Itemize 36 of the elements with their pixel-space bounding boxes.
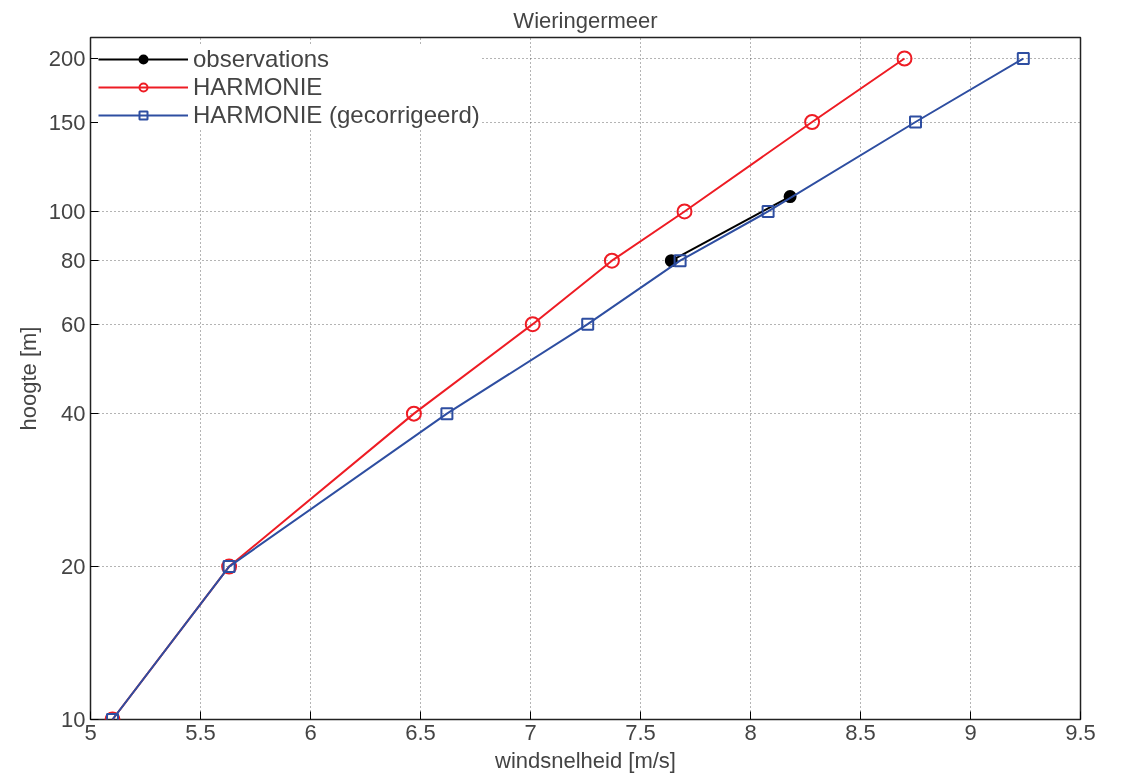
x-tick-label: 8.5: [845, 719, 876, 745]
x-axis-title: windsnelheid [m/s]: [494, 747, 676, 773]
legend-label: HARMONIE (gecorrigeerd): [193, 101, 480, 129]
point: [1016, 52, 1030, 66]
x-tick-label: 9: [964, 719, 977, 745]
x-tick-label: 7.5: [625, 719, 656, 745]
y-tick-label: 40: [61, 401, 86, 427]
y-tick-label: 20: [61, 554, 86, 580]
x-tick-label: 6: [304, 719, 317, 745]
chart-title: Wieringermeer: [513, 7, 658, 33]
point: [676, 203, 693, 220]
legend-label: HARMONIE: [193, 73, 323, 101]
point: [603, 252, 620, 269]
point: [896, 50, 913, 67]
x-tick-label: 9.5: [1065, 719, 1096, 745]
point: [761, 204, 775, 218]
y-tick-label: 100: [48, 198, 86, 224]
point: [909, 115, 922, 129]
point: [524, 316, 541, 333]
y-tick-label: 80: [61, 248, 86, 274]
x-tick-label: 6.5: [405, 719, 436, 745]
point: [673, 254, 687, 268]
y-tick-label: 150: [48, 109, 86, 135]
point: [440, 407, 454, 421]
x-tick-label: 8: [744, 719, 757, 745]
y-tick-label: 10: [61, 707, 86, 732]
point: [405, 405, 422, 422]
point: [804, 114, 821, 130]
x-tick-label: 5.5: [185, 719, 216, 745]
legend-label: observations: [193, 45, 330, 73]
y-tick-label: 60: [61, 311, 86, 337]
y-axis-title: hoogte [m]: [15, 326, 41, 431]
x-tick-label: 5: [84, 719, 97, 745]
point: [581, 317, 595, 331]
x-tick-label: 7: [524, 719, 537, 745]
y-tick-label: 200: [48, 46, 86, 72]
